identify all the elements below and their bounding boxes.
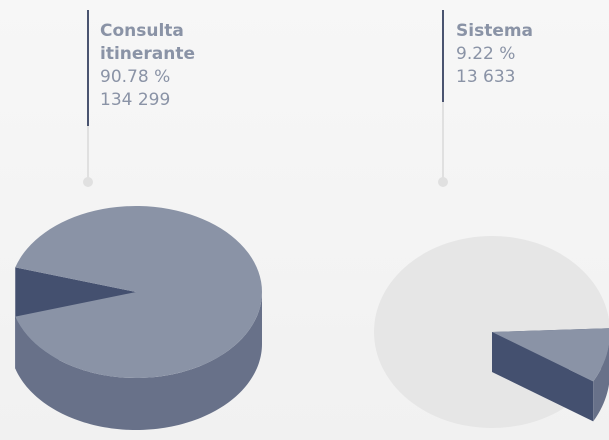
- leader-dot: [83, 177, 93, 187]
- slice-top: [492, 328, 609, 382]
- slice-label: Sistema 9.22 % 13 633: [456, 20, 596, 89]
- pie-slice: [15, 206, 263, 430]
- leader-dot: [438, 177, 448, 187]
- pie-slice: [492, 328, 609, 422]
- category-name: Consulta itinerante: [100, 21, 196, 64]
- count-label: 13 633: [456, 67, 516, 87]
- category-name: Sistema: [456, 21, 534, 41]
- slice-outer-wall: [593, 344, 609, 422]
- slice-inner-wall: [492, 332, 594, 422]
- percent-label: 90.78 %: [100, 67, 171, 87]
- count-label: 134 299: [100, 90, 171, 110]
- percent-label: 9.22 %: [456, 44, 516, 64]
- slice-top: [15, 206, 263, 378]
- slice-label: Consulta itinerante 90.78 % 134 299: [100, 20, 210, 112]
- slice-outer-wall: [15, 292, 262, 430]
